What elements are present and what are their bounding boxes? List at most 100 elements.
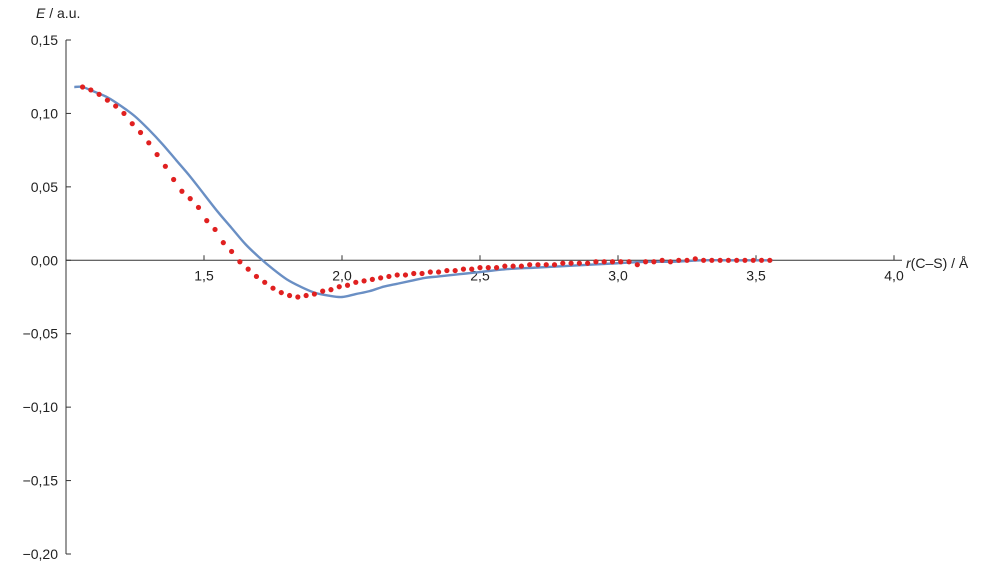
data-point <box>237 259 243 265</box>
data-point <box>527 262 533 268</box>
x-axis: 1,5 2,0 2,5 3,0 3,5 4,0 <box>66 255 904 283</box>
data-point <box>618 259 624 265</box>
data-point <box>510 263 516 269</box>
data-point <box>113 103 119 109</box>
data-point <box>601 259 607 265</box>
data-point <box>535 262 541 268</box>
data-point <box>121 110 127 117</box>
y-tick-label: −0,20 <box>23 546 59 562</box>
data-point <box>154 151 160 158</box>
data-point <box>137 129 144 136</box>
data-point <box>419 270 425 277</box>
data-point <box>734 257 740 263</box>
y-tick-label: 0,10 <box>31 105 58 121</box>
data-point <box>303 292 309 299</box>
data-point <box>411 270 417 277</box>
y-axis-label-unit: / a.u. <box>45 5 80 21</box>
data-point <box>394 272 400 278</box>
data-point <box>195 204 202 211</box>
data-point <box>444 267 450 274</box>
y-tick-label: −0,05 <box>23 326 59 342</box>
data-point <box>253 273 260 280</box>
data-point <box>609 259 616 265</box>
y-tick-label: −0,10 <box>23 399 59 415</box>
data-point <box>79 84 86 90</box>
data-point <box>452 267 458 274</box>
x-tick-label: 3,0 <box>608 267 628 283</box>
data-point <box>742 257 748 263</box>
data-point <box>402 272 409 278</box>
y-axis-label-variable: E <box>36 5 46 21</box>
data-point <box>651 259 657 265</box>
x-tick-label: 3,5 <box>746 267 766 283</box>
data-point <box>369 276 375 282</box>
data-point <box>700 257 707 263</box>
data-point <box>162 163 168 169</box>
data-point <box>485 265 491 271</box>
data-point <box>684 257 690 263</box>
data-point <box>129 121 135 127</box>
data-point <box>543 262 549 268</box>
data-point <box>758 257 765 263</box>
data-point <box>493 265 500 271</box>
data-point <box>328 287 334 293</box>
x-axis-label: r(C–S) / Å <box>906 255 969 271</box>
data-point <box>551 262 558 268</box>
data-point <box>634 262 640 268</box>
data-point <box>220 240 226 246</box>
data-point <box>104 97 110 103</box>
data-point <box>311 291 317 297</box>
x-tick-label: 4,0 <box>884 267 904 283</box>
data-point <box>262 279 268 285</box>
y-tick-label: 0,00 <box>31 252 58 268</box>
data-point <box>477 265 483 271</box>
data-point <box>427 269 433 275</box>
data-point <box>378 275 384 281</box>
data-point <box>576 260 582 266</box>
data-point <box>767 257 773 263</box>
data-point <box>344 282 351 288</box>
data-point <box>171 176 177 183</box>
data-point <box>353 279 359 285</box>
y-tick-label: 0,05 <box>31 179 58 195</box>
data-point <box>96 91 102 97</box>
data-point <box>469 266 475 272</box>
data-point <box>568 260 574 266</box>
fit-curve <box>74 85 773 299</box>
data-point <box>725 257 732 263</box>
data-point <box>361 278 367 284</box>
data-point <box>502 263 508 269</box>
data-point <box>88 87 94 93</box>
data-point <box>187 196 193 202</box>
data-point <box>667 259 674 265</box>
data-point <box>295 294 301 300</box>
data-point <box>336 284 342 290</box>
data-point <box>286 292 293 299</box>
data-point <box>518 263 525 269</box>
data-point <box>460 266 467 272</box>
x-tick-label: 2,0 <box>332 267 352 283</box>
data-point <box>436 269 442 275</box>
data-point <box>204 218 210 224</box>
y-tick-label: −0,15 <box>23 473 59 489</box>
data-point <box>229 248 235 255</box>
data-point <box>386 273 392 280</box>
data-point <box>643 259 649 265</box>
x-axis-label-variable: r <box>906 255 912 271</box>
data-point <box>245 266 251 272</box>
data-point <box>146 140 152 146</box>
data-point <box>320 288 326 294</box>
fit-curve-line <box>74 85 773 299</box>
data-point <box>212 226 218 233</box>
data-point <box>560 260 566 266</box>
data-point <box>270 285 276 291</box>
data-point <box>593 259 599 265</box>
data-point <box>179 188 185 194</box>
data-point <box>676 257 682 263</box>
x-axis-label-unit: (C–S) / Å <box>911 255 969 271</box>
data-point <box>717 257 723 263</box>
data-point <box>750 257 756 263</box>
y-axis-label: E / a.u. <box>36 5 80 21</box>
y-tick-label: 0,15 <box>31 32 58 48</box>
